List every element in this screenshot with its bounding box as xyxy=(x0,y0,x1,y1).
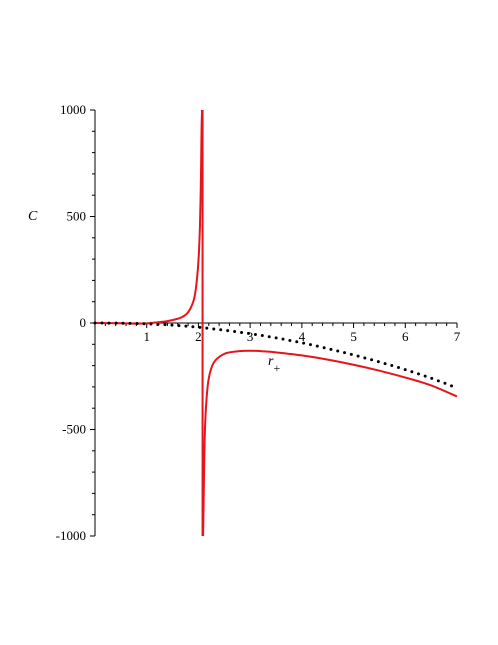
dotted-series-line xyxy=(93,321,459,390)
y-tick-label: -1000 xyxy=(56,528,86,543)
x-axis-label-base: r xyxy=(268,354,274,369)
x-tick-label: 3 xyxy=(247,329,254,344)
x-axis-label-subscript: + xyxy=(273,361,280,375)
x-axis-label: r+ xyxy=(268,354,280,375)
red-curve-right-branch xyxy=(202,349,458,537)
x-tick-label: 5 xyxy=(350,329,357,344)
y-tick-label: 1000 xyxy=(60,102,86,117)
x-tick-label: 2 xyxy=(195,329,202,344)
y-tick-label: 500 xyxy=(67,209,87,224)
x-tick-label: 7 xyxy=(454,329,461,344)
y-tick-label: -500 xyxy=(62,422,86,437)
y-tick-label: 0 xyxy=(80,315,87,330)
labels: C r+ xyxy=(28,209,280,375)
x-tick-label: 6 xyxy=(402,329,409,344)
y-axis-label: C xyxy=(28,209,38,224)
curves xyxy=(93,109,459,537)
x-tick-label: 4 xyxy=(299,329,306,344)
x-tick-label: 1 xyxy=(143,329,150,344)
red-curve-left-branch xyxy=(94,109,204,325)
